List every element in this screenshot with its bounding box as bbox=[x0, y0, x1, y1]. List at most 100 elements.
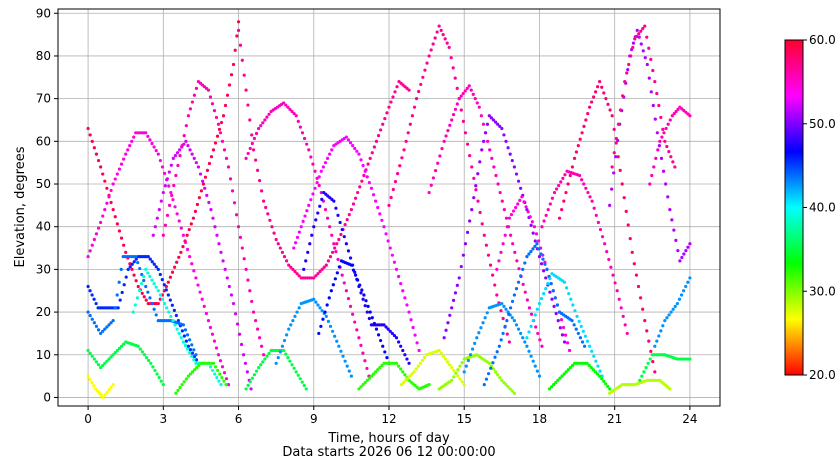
data-point bbox=[405, 303, 409, 307]
data-point bbox=[435, 30, 439, 34]
data-point bbox=[115, 222, 119, 226]
data-point bbox=[192, 348, 196, 352]
data-point bbox=[182, 380, 186, 384]
data-point bbox=[363, 380, 367, 385]
data-point bbox=[519, 186, 523, 190]
data-point bbox=[314, 300, 318, 304]
data-point bbox=[465, 86, 469, 90]
data-point bbox=[184, 124, 188, 128]
data-point bbox=[170, 303, 174, 307]
data-point bbox=[132, 260, 136, 264]
data-point bbox=[257, 126, 261, 131]
data-point bbox=[564, 370, 568, 374]
data-point bbox=[103, 179, 107, 183]
data-point bbox=[353, 146, 357, 151]
data-point bbox=[475, 101, 479, 105]
data-point bbox=[335, 242, 339, 246]
data-point bbox=[284, 352, 288, 356]
data-point bbox=[324, 263, 328, 267]
data-point bbox=[545, 267, 549, 271]
data-point bbox=[258, 336, 262, 340]
data-point bbox=[407, 88, 411, 92]
data-point bbox=[214, 346, 219, 350]
data-point bbox=[508, 152, 512, 156]
data-point bbox=[289, 265, 293, 269]
data-point bbox=[493, 355, 497, 359]
data-point bbox=[335, 271, 339, 275]
data-point bbox=[549, 282, 553, 286]
data-point bbox=[592, 95, 596, 99]
data-point bbox=[483, 316, 487, 320]
data-point bbox=[500, 301, 504, 306]
data-point bbox=[226, 383, 231, 387]
data-point bbox=[324, 314, 328, 318]
data-point bbox=[292, 366, 296, 370]
data-point bbox=[109, 321, 113, 325]
data-point bbox=[407, 361, 411, 365]
data-point bbox=[368, 156, 372, 161]
data-point bbox=[158, 158, 162, 163]
data-point bbox=[374, 370, 378, 374]
data-point bbox=[162, 301, 167, 306]
data-point bbox=[606, 384, 610, 388]
data-point bbox=[459, 108, 463, 112]
data-point bbox=[404, 139, 408, 143]
data-point bbox=[647, 76, 651, 80]
data-point bbox=[469, 88, 473, 92]
data-point bbox=[181, 233, 185, 237]
data-point bbox=[105, 201, 109, 205]
data-point bbox=[404, 378, 408, 382]
data-point bbox=[246, 383, 250, 387]
data-point bbox=[103, 327, 107, 331]
data-point bbox=[88, 314, 92, 318]
data-point bbox=[512, 391, 516, 395]
data-point bbox=[486, 139, 490, 143]
data-point bbox=[496, 122, 500, 126]
data-point bbox=[505, 319, 509, 323]
data-point bbox=[458, 364, 462, 368]
data-point bbox=[464, 364, 468, 368]
data-point bbox=[219, 250, 223, 254]
data-point bbox=[448, 123, 452, 127]
data-point bbox=[356, 190, 360, 195]
data-point bbox=[295, 310, 299, 314]
y-tick-label: 20 bbox=[36, 305, 51, 319]
data-point bbox=[312, 225, 316, 229]
data-point bbox=[612, 127, 616, 131]
data-point bbox=[385, 111, 389, 115]
data-point bbox=[289, 323, 293, 327]
data-point bbox=[495, 293, 499, 297]
data-point bbox=[527, 252, 531, 256]
data-point bbox=[673, 304, 677, 308]
data-point bbox=[433, 169, 438, 173]
data-point bbox=[190, 343, 194, 347]
data-point bbox=[215, 233, 219, 237]
data-point bbox=[119, 344, 124, 348]
data-point bbox=[170, 270, 175, 274]
data-point bbox=[151, 233, 155, 237]
data-point bbox=[154, 265, 158, 269]
data-point bbox=[334, 250, 338, 254]
data-point bbox=[137, 289, 142, 293]
data-point bbox=[686, 245, 690, 249]
data-point bbox=[167, 170, 171, 174]
data-point bbox=[115, 172, 119, 176]
data-point bbox=[412, 370, 416, 374]
data-point bbox=[337, 265, 341, 269]
data-point bbox=[465, 142, 470, 146]
data-point bbox=[405, 357, 409, 361]
data-point bbox=[595, 372, 600, 376]
data-point bbox=[562, 340, 567, 344]
data-point bbox=[162, 171, 167, 175]
data-point bbox=[153, 368, 157, 373]
data-point bbox=[86, 374, 90, 378]
data-point bbox=[148, 257, 152, 261]
data-point bbox=[634, 273, 639, 277]
data-point bbox=[598, 227, 603, 232]
data-point bbox=[208, 95, 213, 99]
data-point bbox=[533, 244, 537, 248]
data-point bbox=[649, 57, 653, 61]
data-point bbox=[241, 353, 246, 357]
data-point bbox=[162, 283, 166, 287]
data-point bbox=[412, 105, 417, 109]
